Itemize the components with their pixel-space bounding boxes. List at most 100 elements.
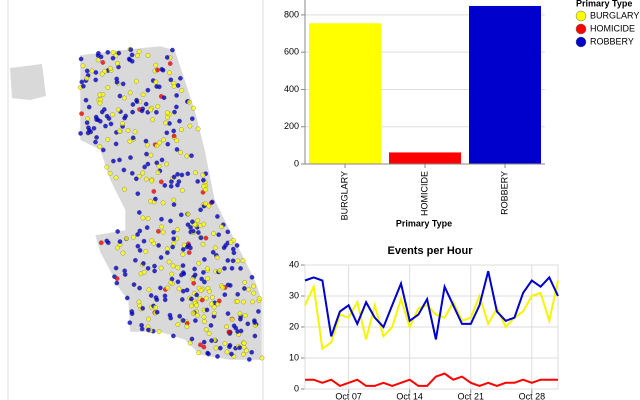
map-point xyxy=(105,49,111,55)
map-point xyxy=(201,344,207,350)
map-point xyxy=(226,329,232,335)
map-point xyxy=(241,340,247,346)
map-point xyxy=(111,158,116,164)
map xyxy=(7,0,265,400)
map-point xyxy=(235,329,240,334)
map-point xyxy=(146,327,151,333)
map-point xyxy=(157,140,162,146)
map-point xyxy=(108,65,113,71)
map-point xyxy=(252,318,257,324)
map-point xyxy=(200,172,206,178)
y-tick-label: 600 xyxy=(284,47,299,57)
map-point xyxy=(100,60,106,65)
map-point xyxy=(164,246,170,252)
map-point xyxy=(156,228,161,234)
y-tick-label: 0 xyxy=(294,158,299,168)
map-point xyxy=(175,265,181,270)
map-point xyxy=(110,112,116,118)
map-point xyxy=(190,219,195,225)
map-point xyxy=(159,157,165,163)
map-point xyxy=(206,203,212,209)
map-point xyxy=(190,276,196,282)
map-point xyxy=(80,63,86,69)
map-point xyxy=(242,279,248,285)
map-point xyxy=(107,171,113,176)
map-point xyxy=(193,318,198,323)
map-point xyxy=(117,239,123,244)
y-tick-label: 20 xyxy=(289,321,299,331)
map-point xyxy=(238,266,243,271)
map-point xyxy=(224,324,229,329)
map-point xyxy=(99,71,105,77)
map-point xyxy=(180,247,186,252)
map-point xyxy=(177,118,182,124)
map-point xyxy=(202,279,207,285)
y-tick-label: 400 xyxy=(284,84,299,94)
map-point xyxy=(241,299,246,305)
map-point xyxy=(104,164,110,170)
map-point xyxy=(206,289,212,294)
map-point xyxy=(212,245,218,251)
map-point xyxy=(122,115,127,121)
map-point xyxy=(178,75,183,81)
map-point xyxy=(174,93,179,98)
map-point xyxy=(167,121,172,126)
map-point xyxy=(227,342,233,348)
map-point xyxy=(103,123,108,129)
map-point xyxy=(83,97,89,103)
bar xyxy=(469,5,541,164)
map-point xyxy=(256,295,262,301)
map-point xyxy=(141,238,147,244)
map-point xyxy=(204,307,210,313)
map-point xyxy=(156,243,161,248)
map-point xyxy=(168,77,174,83)
map-point xyxy=(117,157,122,163)
map-point xyxy=(120,250,126,256)
map-point xyxy=(189,153,194,159)
map-point xyxy=(175,83,181,88)
y-tick-label: 0 xyxy=(294,383,299,393)
map-point xyxy=(225,311,231,316)
map-point xyxy=(84,76,90,81)
map-point xyxy=(133,176,139,182)
map-point xyxy=(148,198,153,204)
map-point xyxy=(186,99,192,105)
map-point xyxy=(78,131,83,136)
map-point xyxy=(143,138,149,144)
map-point xyxy=(110,55,116,61)
x-tick-label: Oct 07 xyxy=(335,391,362,400)
series-line xyxy=(304,280,559,351)
map-point xyxy=(115,61,120,66)
map-point xyxy=(194,302,199,308)
map-point xyxy=(189,303,194,309)
map-point xyxy=(154,297,160,303)
series-line xyxy=(305,372,558,388)
map-point xyxy=(153,304,158,310)
map-point xyxy=(251,283,257,289)
map-point xyxy=(165,250,170,256)
map-point xyxy=(143,176,149,182)
map-point xyxy=(104,113,110,119)
map-point xyxy=(185,222,191,228)
map-point xyxy=(201,270,206,275)
bar xyxy=(309,23,381,164)
map-point xyxy=(167,70,172,76)
map-point xyxy=(108,121,114,127)
map-point xyxy=(249,274,255,280)
map-point xyxy=(160,200,166,206)
map-point xyxy=(171,128,177,134)
map-point xyxy=(105,137,111,142)
map-point xyxy=(154,309,160,315)
map-point xyxy=(240,258,246,264)
map-point xyxy=(154,109,159,115)
y-tick-label: 10 xyxy=(289,352,299,362)
map-point xyxy=(100,147,106,153)
y-tick-label: 40 xyxy=(289,259,299,269)
map-point xyxy=(175,171,180,177)
map-point xyxy=(148,293,154,298)
map-point xyxy=(153,196,158,202)
map-point xyxy=(145,52,151,58)
map-point xyxy=(195,179,201,184)
legend-title: Primary Type xyxy=(576,0,632,8)
